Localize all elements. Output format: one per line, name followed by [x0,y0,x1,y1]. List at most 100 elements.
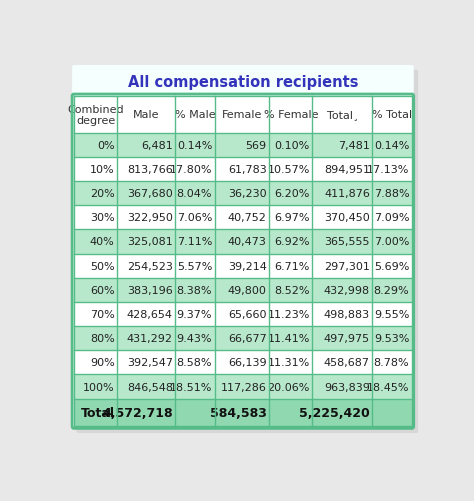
Text: 0.14%: 0.14% [177,140,212,150]
Text: 297,301: 297,301 [324,261,370,271]
Bar [312,375,373,399]
Bar [117,278,175,302]
Text: 322,950: 322,950 [127,213,173,223]
Bar [215,375,269,399]
Bar [215,133,269,157]
Bar [74,351,117,375]
Text: 498,883: 498,883 [324,310,370,319]
Bar [117,182,175,206]
Bar [269,157,312,182]
Bar [312,133,373,157]
Text: 458,687: 458,687 [324,358,370,368]
Bar [373,157,412,182]
Text: 6.71%: 6.71% [274,261,310,271]
Text: 411,876: 411,876 [324,189,370,199]
Text: 6,481: 6,481 [141,140,173,150]
Bar [269,133,312,157]
Text: 7.11%: 7.11% [177,237,212,247]
Bar [117,351,175,375]
Bar [373,230,412,254]
Bar [373,206,412,230]
Bar [117,133,175,157]
Bar [117,206,175,230]
Text: 11.31%: 11.31% [268,358,310,368]
Bar [269,278,312,302]
Text: 7.88%: 7.88% [374,189,410,199]
Text: 4,572,718: 4,572,718 [102,406,173,419]
Bar [373,254,412,278]
Text: 60%: 60% [90,285,115,295]
Bar [175,375,215,399]
Bar [175,133,215,157]
Text: % Female: % Female [264,110,318,120]
Bar [175,399,215,427]
Text: Combined
degree: Combined degree [67,104,124,126]
Text: 392,547: 392,547 [127,358,173,368]
Bar [312,278,373,302]
Bar [373,97,412,133]
Bar [312,327,373,351]
Text: 813,766: 813,766 [127,165,173,175]
Text: 18.51%: 18.51% [170,382,212,392]
Text: 7.00%: 7.00% [374,237,410,247]
Text: Total¸: Total¸ [327,110,358,120]
Bar [312,182,373,206]
Bar [312,206,373,230]
Text: 8.58%: 8.58% [177,358,212,368]
Text: 18.45%: 18.45% [367,382,410,392]
Text: 9.53%: 9.53% [374,334,410,344]
Text: 50%: 50% [90,261,115,271]
Bar [74,206,117,230]
Text: 0.10%: 0.10% [274,140,310,150]
Bar [312,351,373,375]
Text: 370,450: 370,450 [324,213,370,223]
Text: 8.52%: 8.52% [274,285,310,295]
Text: 0%: 0% [97,140,115,150]
Text: 8.38%: 8.38% [177,285,212,295]
Text: 49,800: 49,800 [228,285,267,295]
Text: 39,214: 39,214 [228,261,267,271]
Bar [373,399,412,427]
Text: 9.55%: 9.55% [374,310,410,319]
Text: 6.97%: 6.97% [274,213,310,223]
Bar [312,97,373,133]
Text: 569: 569 [246,140,267,150]
Bar [175,206,215,230]
Text: 20%: 20% [90,189,115,199]
Text: 10.57%: 10.57% [267,165,310,175]
Text: 325,081: 325,081 [127,237,173,247]
Bar [74,254,117,278]
Bar [74,68,412,97]
Text: 36,230: 36,230 [228,189,267,199]
Text: 90%: 90% [90,358,115,368]
Bar [312,399,373,427]
FancyBboxPatch shape [76,71,418,433]
Bar [175,278,215,302]
Bar [373,351,412,375]
Text: % Male: % Male [175,110,215,120]
Text: Total: Total [81,406,115,419]
Text: 428,654: 428,654 [127,310,173,319]
Bar [269,375,312,399]
Text: 66,139: 66,139 [228,358,267,368]
Bar [74,399,117,427]
Text: 383,196: 383,196 [127,285,173,295]
Text: 11.41%: 11.41% [267,334,310,344]
Text: 117,286: 117,286 [221,382,267,392]
Text: 497,975: 497,975 [324,334,370,344]
Text: 367,680: 367,680 [127,189,173,199]
Bar [74,302,117,327]
Text: 40,752: 40,752 [228,213,267,223]
Bar [269,97,312,133]
Text: 584,583: 584,583 [210,406,267,419]
Text: 17.13%: 17.13% [367,165,410,175]
Bar [269,230,312,254]
Bar [175,254,215,278]
Text: 894,951: 894,951 [324,165,370,175]
Bar [117,375,175,399]
Text: 7,481: 7,481 [338,140,370,150]
Text: 17.80%: 17.80% [170,165,212,175]
Bar [117,230,175,254]
Bar [215,302,269,327]
Bar [117,157,175,182]
